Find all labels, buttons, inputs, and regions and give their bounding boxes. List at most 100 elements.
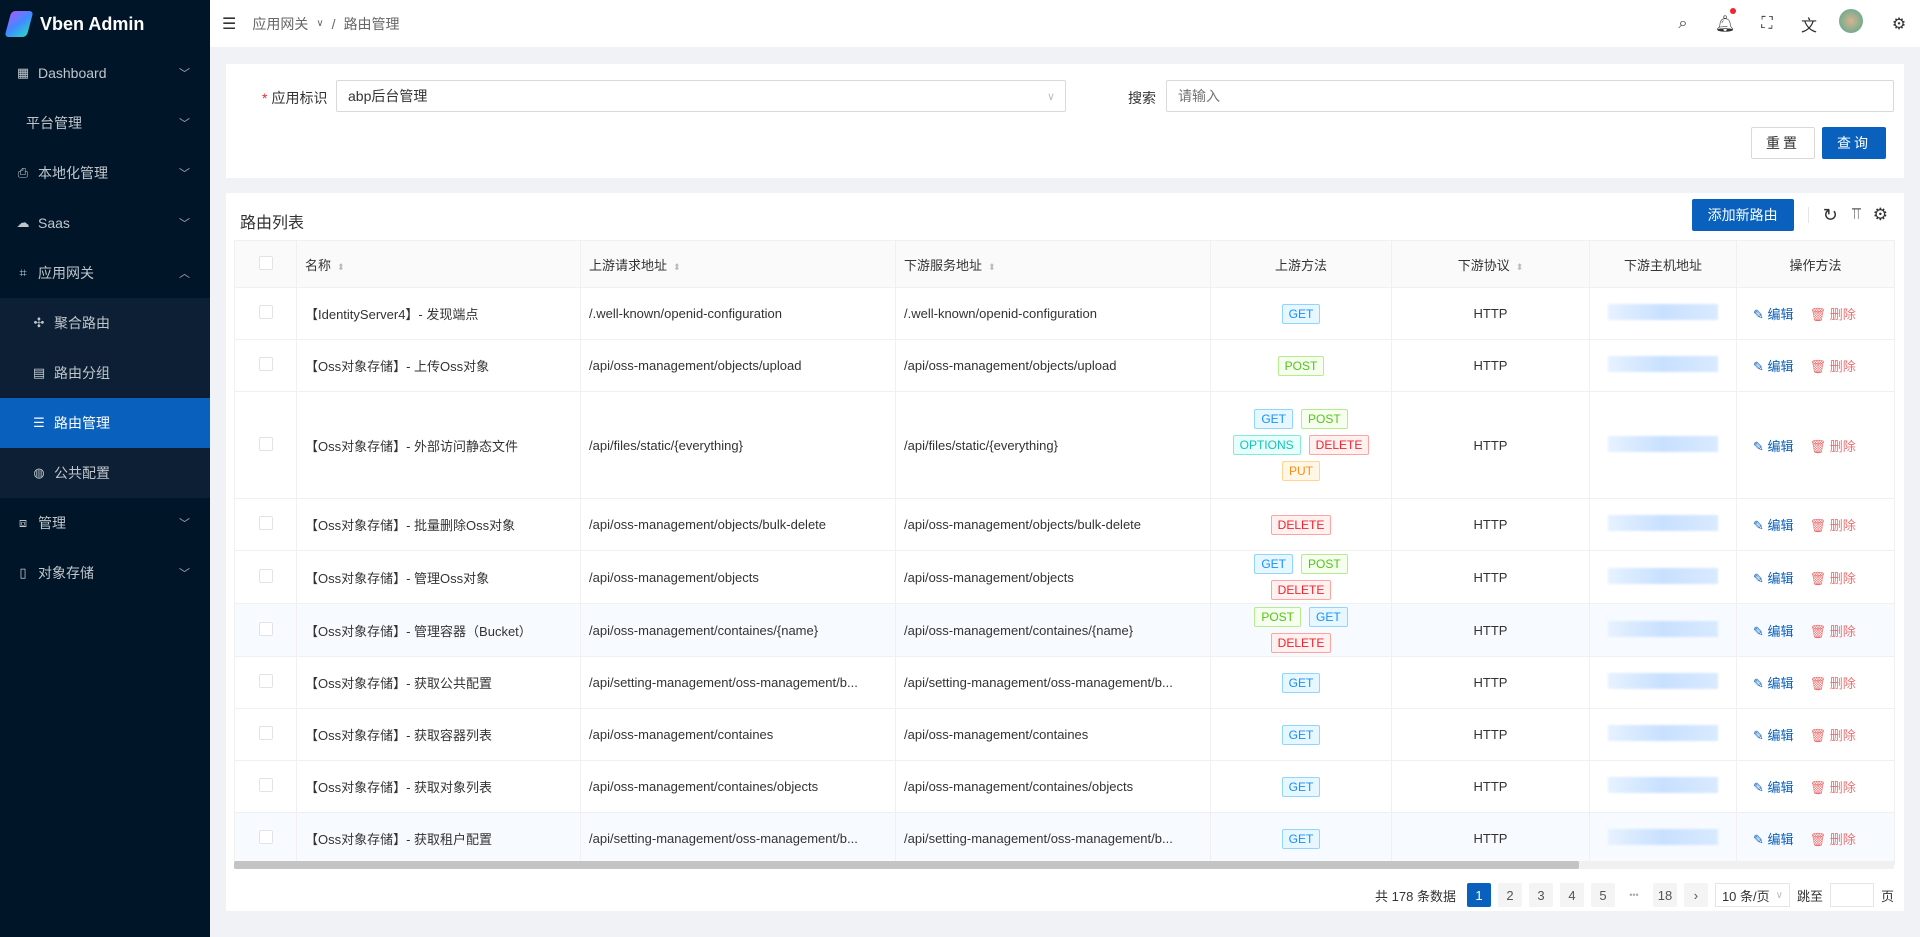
jump-input[interactable] xyxy=(1829,883,1874,907)
page-button[interactable]: 2 xyxy=(1497,883,1522,907)
page-button[interactable]: 1 xyxy=(1466,883,1491,907)
add-route-button[interactable]: 添加新路由 xyxy=(1691,199,1794,231)
sidebar-item[interactable]: 平台管理 ﹀ xyxy=(0,98,210,148)
edit-button[interactable]: ✎ 编辑 xyxy=(1753,832,1794,847)
sort-icon[interactable]: ⬍ xyxy=(1515,261,1524,272)
edit-button[interactable]: ✎ 编辑 xyxy=(1753,359,1794,374)
trash-icon: 🗑︎ xyxy=(1809,307,1827,322)
method-tag: GET xyxy=(1281,672,1321,693)
row-checkbox[interactable] xyxy=(258,436,273,451)
row-actions: ✎ 编辑 🗑︎ 删除 xyxy=(1736,287,1895,340)
scrollbar-thumb[interactable] xyxy=(234,861,1579,869)
row-checkbox[interactable] xyxy=(258,621,273,636)
sort-icon[interactable]: ⬍ xyxy=(988,261,996,272)
sidebar-item[interactable]: ◍ 公共配置 xyxy=(0,448,210,498)
translate-icon[interactable]: 文 xyxy=(1800,17,1817,35)
row-checkbox[interactable] xyxy=(258,568,273,583)
chevron-down-icon: ﹀ xyxy=(179,168,190,180)
row-checkbox[interactable] xyxy=(258,726,273,740)
row-actions: ✎ 编辑 🗑︎ 删除 xyxy=(1736,812,1895,865)
refresh-icon[interactable]: ↻ xyxy=(1822,204,1838,225)
horizontal-scrollbar[interactable] xyxy=(234,861,1894,869)
row-checkbox[interactable] xyxy=(258,305,273,319)
row-actions: ✎ 编辑 🗑︎ 删除 xyxy=(1736,391,1895,499)
edit-button[interactable]: ✎ 编辑 xyxy=(1753,570,1794,586)
row-checkbox[interactable] xyxy=(258,830,273,844)
page-button[interactable]: 5 xyxy=(1590,883,1615,907)
column-header-upstream[interactable]: 上游请求地址 ⬍ xyxy=(580,240,896,288)
edit-button[interactable]: ✎ 编辑 xyxy=(1753,676,1794,691)
query-button[interactable]: 查询 xyxy=(1822,127,1886,159)
sidebar-item[interactable]: ☁ Saas ﹀ xyxy=(0,198,210,248)
sidebar-item[interactable]: ⌗ 应用网关 ︿ xyxy=(0,248,210,298)
delete-button[interactable]: 🗑︎ 删除 xyxy=(1809,359,1856,374)
edit-button[interactable]: ✎ 编辑 xyxy=(1753,728,1794,743)
delete-button[interactable]: 🗑︎ 删除 xyxy=(1809,623,1856,639)
breadcrumb-item[interactable]: 应用网关 xyxy=(252,15,309,32)
edit-icon: ✎ xyxy=(1753,780,1764,795)
edit-button[interactable]: ✎ 编辑 xyxy=(1753,780,1794,795)
column-header-name[interactable]: 名称 ⬍ xyxy=(296,240,581,288)
delete-button[interactable]: 🗑︎ 删除 xyxy=(1809,728,1856,743)
delete-button[interactable]: 🗑︎ 删除 xyxy=(1809,518,1856,533)
reset-button[interactable]: 重置 xyxy=(1751,127,1815,159)
app-select[interactable]: abp后台管理 ∨ xyxy=(336,80,1066,112)
edit-button[interactable]: ✎ 编辑 xyxy=(1753,518,1794,533)
ellipsis[interactable]: ••• xyxy=(1629,890,1639,900)
page-button[interactable]: 18 xyxy=(1652,883,1677,907)
row-checkbox[interactable] xyxy=(258,357,273,371)
sidebar-item[interactable]: ⧈ 管理 ﹀ xyxy=(0,498,210,548)
move-icon: ✣ xyxy=(33,315,45,330)
edit-button[interactable]: ✎ 编辑 xyxy=(1753,623,1794,639)
sidebar-item[interactable]: ▯ 对象存储 ﹀ xyxy=(0,548,210,598)
fullscreen-icon[interactable]: ⛶ xyxy=(1761,14,1773,32)
delete-button[interactable]: 🗑︎ 删除 xyxy=(1809,676,1856,691)
bell-icon[interactable]: 🔔︎ xyxy=(1704,7,1746,34)
page-button[interactable]: 4 xyxy=(1559,883,1584,907)
logo-icon xyxy=(4,11,34,37)
column-header-protocol[interactable]: 下游协议 ⬍ xyxy=(1391,240,1590,288)
search-input[interactable] xyxy=(1166,80,1894,112)
gear-icon[interactable]: ⚙ xyxy=(1891,15,1907,33)
row-actions: ✎ 编辑 🗑︎ 删除 xyxy=(1736,339,1895,392)
downstream-protocol: HTTP xyxy=(1391,603,1590,657)
page-button[interactable]: 3 xyxy=(1528,883,1553,907)
header: ☰ 应用网关 ∨ / 路由管理 ⌕ 🔔︎ ⛶ 文 ⚙ xyxy=(210,0,1920,47)
menu-collapse-icon[interactable]: ☰ xyxy=(222,15,237,33)
route-name: 【Oss对象存储】- 上传Oss对象 xyxy=(296,339,581,392)
sidebar-item[interactable]: ▤ 路由分组 xyxy=(0,348,210,398)
downstream-protocol: HTTP xyxy=(1391,391,1590,499)
sidebar-item[interactable]: ▦ Dashboard ﹀ xyxy=(0,48,210,98)
delete-button[interactable]: 🗑︎ 删除 xyxy=(1809,307,1856,322)
select-all-checkbox[interactable] xyxy=(258,255,273,270)
delete-button[interactable]: 🗑︎ 删除 xyxy=(1809,780,1856,795)
avatar[interactable] xyxy=(1830,9,1872,38)
row-checkbox[interactable] xyxy=(258,516,273,530)
downstream-protocol: HTTP xyxy=(1391,287,1590,340)
delete-button[interactable]: 🗑︎ 删除 xyxy=(1809,570,1856,586)
delete-button[interactable]: 🗑︎ 删除 xyxy=(1809,438,1856,454)
page-size-select[interactable]: 10 条/页 ∨ xyxy=(1714,883,1790,907)
next-page-icon[interactable]: › xyxy=(1683,883,1708,907)
sort-icon[interactable]: ⬍ xyxy=(673,261,681,272)
edit-button[interactable]: ✎ 编辑 xyxy=(1753,307,1794,322)
method-tag: DELETE xyxy=(1308,435,1370,455)
page-suffix: 页 xyxy=(1880,888,1894,904)
method-tag: GET xyxy=(1254,554,1293,574)
upstream-path: /api/oss-management/objects/upload xyxy=(580,339,896,392)
edit-button[interactable]: ✎ 编辑 xyxy=(1753,438,1794,454)
sidebar-item[interactable]: ✣ 聚合路由 xyxy=(0,298,210,348)
trash-icon: 🗑︎ xyxy=(1809,359,1827,374)
column-settings-icon[interactable]: ⚙ xyxy=(1872,205,1888,224)
sidebar-item[interactable]: ☰ 路由管理 xyxy=(0,398,210,448)
density-icon[interactable]: ⫪ xyxy=(1851,206,1861,223)
logo[interactable]: Vben Admin xyxy=(0,0,210,48)
sidebar-item[interactable]: ⎙ 本地化管理 ﹀ xyxy=(0,148,210,198)
upstream-methods: GET POST DELETE xyxy=(1210,550,1392,604)
delete-button[interactable]: 🗑︎ 删除 xyxy=(1809,832,1856,847)
row-checkbox[interactable] xyxy=(258,778,273,792)
search-icon[interactable]: ⌕ xyxy=(1678,14,1688,32)
sort-icon[interactable]: ⬍ xyxy=(337,261,345,272)
column-header-downstream[interactable]: 下游服务地址 ⬍ xyxy=(895,240,1211,288)
row-checkbox[interactable] xyxy=(258,674,273,688)
